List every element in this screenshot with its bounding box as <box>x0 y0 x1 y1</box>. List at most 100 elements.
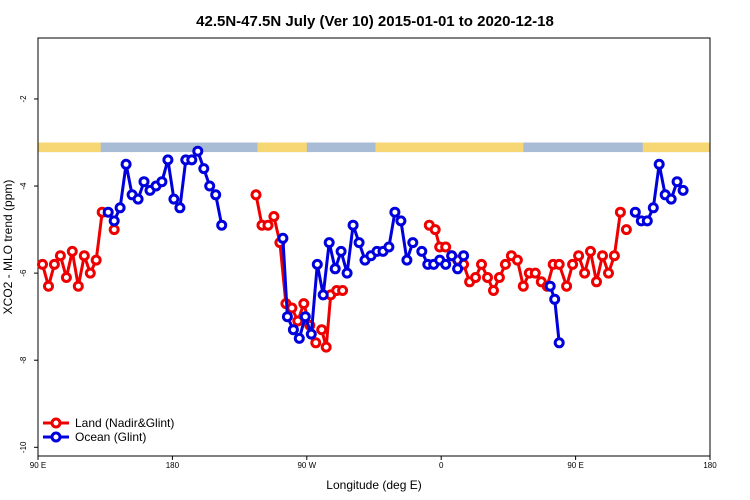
data-point <box>553 258 565 270</box>
data-point <box>641 215 653 227</box>
data-point <box>401 254 413 266</box>
x-tick-label: 0 <box>439 461 444 470</box>
data-point <box>446 250 458 262</box>
data-point <box>341 267 353 279</box>
data-point <box>629 206 641 218</box>
data-point <box>458 250 470 262</box>
data-point <box>317 289 329 301</box>
plot-area <box>37 37 711 457</box>
legend: Land (Nadir&Glint) Ocean (Glint) <box>43 416 174 444</box>
data-point <box>174 202 186 214</box>
data-point <box>293 332 305 344</box>
data-point <box>544 280 556 292</box>
data-point <box>292 315 304 327</box>
data-point <box>665 193 677 205</box>
data-point <box>517 280 529 292</box>
data-point <box>198 163 210 175</box>
data-point <box>573 250 585 262</box>
data-point <box>488 285 499 296</box>
data-point <box>452 263 464 275</box>
legend-entry-ocean: Ocean (Glint) <box>43 430 146 444</box>
data-point <box>162 154 174 166</box>
data-point <box>647 202 659 214</box>
data-point <box>337 285 349 296</box>
land-band <box>257 142 307 153</box>
data-point <box>347 219 359 231</box>
data-point <box>429 224 441 236</box>
data-point <box>603 267 614 279</box>
legend-marker-land <box>50 417 62 429</box>
data-point <box>156 176 168 188</box>
land-band <box>642 142 710 153</box>
data-point <box>186 154 198 166</box>
data-point <box>204 180 216 192</box>
data-point <box>614 206 626 218</box>
data-point <box>395 215 407 227</box>
data-point <box>677 184 689 196</box>
data-point <box>84 267 96 279</box>
y-axis-label: XCO2 - MLO trend (ppm) <box>1 180 15 315</box>
data-point <box>499 258 511 270</box>
data-point <box>48 258 60 270</box>
data-point <box>316 324 328 336</box>
data-point <box>493 272 505 283</box>
data-point <box>407 237 419 249</box>
data-point <box>132 193 144 205</box>
legend-label-ocean: Ocean (Glint) <box>75 430 146 444</box>
data-point <box>608 250 620 262</box>
data-point <box>216 219 228 231</box>
data-point <box>311 258 323 270</box>
data-point <box>440 241 452 253</box>
surface-type-strip <box>38 142 710 153</box>
data-point <box>277 232 289 244</box>
data-point <box>310 337 322 349</box>
y-tick-label: -4 <box>19 182 28 190</box>
data-point <box>416 245 428 257</box>
data-point <box>114 202 126 214</box>
data-point <box>305 328 317 340</box>
data-point <box>335 245 347 257</box>
data-point <box>108 215 120 227</box>
x-axis-label: Longitude (deg E) <box>326 478 421 492</box>
data-point <box>482 272 493 283</box>
data-point <box>440 258 452 270</box>
y-tick-label: -6 <box>19 269 28 277</box>
data-point <box>78 250 90 262</box>
data-point <box>320 341 332 353</box>
data-point <box>511 254 523 266</box>
data-point <box>353 237 365 249</box>
x-tick-label: 180 <box>166 461 180 470</box>
y-axis: -2 -4 -6 -8 -10 <box>19 95 38 453</box>
chart-title: 42.5N-47.5N July (Ver 10) 2015-01-01 to … <box>196 13 554 30</box>
data-point <box>323 237 335 249</box>
x-tick-label: 90 W <box>297 461 316 470</box>
data-point <box>250 189 262 201</box>
data-point <box>281 311 293 323</box>
data-point <box>591 276 602 288</box>
data-point <box>66 245 78 257</box>
data-point <box>54 250 66 262</box>
data-point <box>671 176 683 188</box>
ocean-band <box>38 142 710 153</box>
data-point <box>585 245 596 257</box>
data-point <box>620 224 632 236</box>
y-tick-label: -2 <box>19 95 28 103</box>
data-point <box>553 337 565 349</box>
data-point <box>567 258 579 270</box>
data-point <box>597 250 608 262</box>
data-point <box>298 298 310 310</box>
series-line <box>634 162 685 223</box>
data-point <box>299 311 311 323</box>
data-point <box>168 193 180 205</box>
data-point <box>268 211 280 222</box>
data-point <box>529 267 541 279</box>
x-tick-label: 180 <box>703 461 717 470</box>
data-point <box>72 280 84 292</box>
data-point <box>37 258 48 270</box>
data-point <box>60 272 72 283</box>
data-point <box>120 158 132 170</box>
legend-label-land: Land (Nadir&Glint) <box>75 416 174 430</box>
data-point <box>329 263 341 275</box>
data-point <box>102 206 114 218</box>
